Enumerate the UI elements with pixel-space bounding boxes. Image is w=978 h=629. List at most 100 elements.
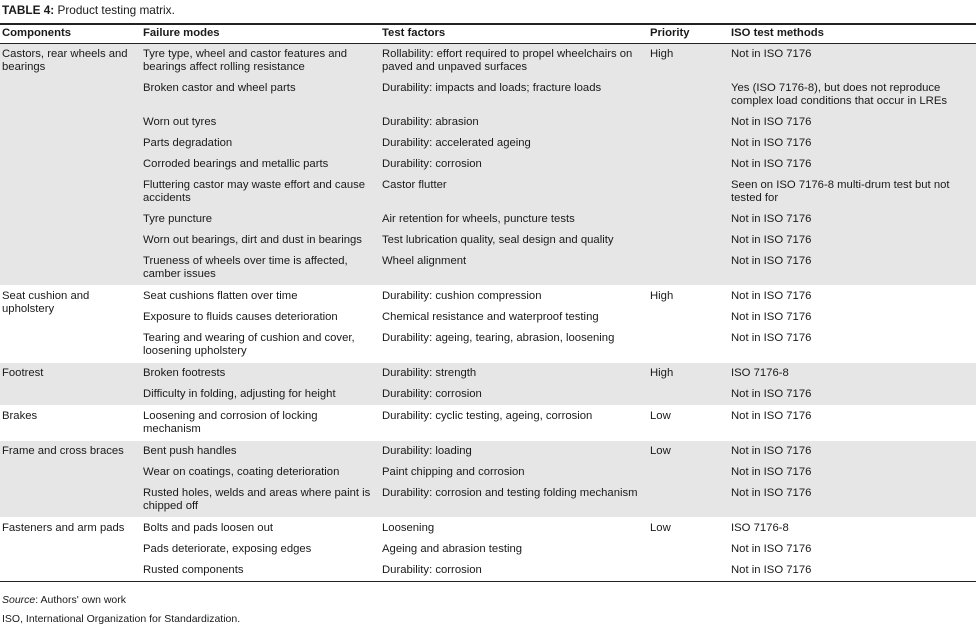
component-cell: Footrest — [2, 367, 44, 379]
test-factor-cell: Durability: accelerated ageing — [382, 137, 531, 149]
component-cell: Castors, rear wheels and bearings — [2, 48, 128, 73]
failure-mode-cell: Worn out bearings, dirt and dust in bear… — [143, 234, 362, 246]
caption-text: Product testing matrix. — [54, 3, 175, 17]
iso-method-cell: Not in ISO 7176 — [731, 543, 812, 555]
test-factor-cell: Paint chipping and corrosion — [382, 466, 525, 478]
priority-cell: High — [650, 290, 674, 302]
test-factor-cell: Durability: strength — [382, 367, 477, 379]
failure-mode-cell: Corroded bearings and metallic parts — [143, 158, 329, 170]
header-components: Components — [0, 24, 141, 44]
iso-method-cell: Not in ISO 7176 — [731, 445, 812, 457]
iso-method-cell: Not in ISO 7176 — [731, 255, 812, 267]
iso-method-cell: Not in ISO 7176 — [731, 466, 812, 478]
component-cell: Fasteners and arm pads — [2, 522, 125, 534]
failure-mode-cell: Tyre puncture — [143, 213, 213, 225]
failure-mode-cell: Parts degradation — [143, 137, 233, 149]
test-factor-cell: Air retention for wheels, puncture tests — [382, 213, 575, 225]
failure-mode-cell: Worn out tyres — [143, 116, 217, 128]
iso-method-cell: Not in ISO 7176 — [731, 234, 812, 246]
iso-method-cell: Not in ISO 7176 — [731, 158, 812, 170]
failure-mode-cell: Tyre type, wheel and castor features and… — [143, 48, 348, 73]
iso-method-cell: Not in ISO 7176 — [731, 311, 812, 323]
header-priority: Priority — [648, 24, 729, 44]
table-caption: TABLE 4: Product testing matrix. — [2, 3, 175, 17]
test-factor-cell: Durability: ageing, tearing, abrasion, l… — [382, 332, 615, 344]
table-row: Corroded bearings and metallic parts Dura… — [0, 154, 976, 175]
component-group: Frame and cross braces Bent push handles D… — [0, 440, 976, 518]
priority-cell: Low — [650, 522, 671, 534]
failure-mode-cell: Trueness of wheels over time is affected… — [143, 255, 348, 280]
header-iso-methods: ISO test methods — [729, 24, 976, 44]
table-row: Pads deteriorate, exposing edges Ageing a… — [0, 539, 976, 560]
table-row: Worn out tyres Durability: abrasion Not in… — [0, 112, 976, 133]
failure-mode-cell: Broken castor and wheel parts — [143, 82, 296, 94]
iso-method-cell: Not in ISO 7176 — [731, 213, 812, 225]
table-row: Worn out bearings, dirt and dust in bear… — [0, 230, 976, 251]
table-row: Fluttering castor may waste effort and c… — [0, 175, 976, 209]
test-factor-cell: Chemical resistance and waterproof testi… — [382, 311, 599, 323]
component-group: Castors, rear wheels and bearings Tyre ty… — [0, 43, 976, 286]
test-factor-cell: Rollability: effort required to propel w… — [382, 48, 633, 73]
iso-method-cell: Not in ISO 7176 — [731, 48, 812, 60]
failure-mode-cell: Fluttering castor may waste effort and c… — [143, 179, 366, 204]
test-factor-cell: Castor flutter — [382, 179, 447, 191]
test-factor-cell: Durability: corrosion — [382, 564, 482, 576]
priority-cell: Low — [650, 445, 671, 457]
test-factor-cell: Durability: corrosion — [382, 388, 482, 400]
source-text: : Authors' own work — [35, 594, 126, 606]
component-cell: Brakes — [2, 410, 38, 422]
iso-method-cell: Not in ISO 7176 — [731, 487, 812, 499]
iso-method-cell: Not in ISO 7176 — [731, 410, 812, 422]
table-row: Difficulty in folding, adjusting for hei… — [0, 384, 976, 406]
table-row: Broken castor and wheel parts Durability:… — [0, 78, 976, 112]
failure-mode-cell: Difficulty in folding, adjusting for hei… — [143, 388, 336, 400]
table-row: Tyre puncture Air retention for wheels, p… — [0, 209, 976, 230]
component-group: Seat cushion and upholstery Seat cushions… — [0, 285, 976, 363]
table-row: Fasteners and arm pads Bolts and pads loo… — [0, 518, 976, 540]
table-row: Rusted holes, welds and areas where pain… — [0, 483, 976, 518]
failure-mode-cell: Tearing and wearing of cushion and cover… — [143, 332, 355, 357]
test-factor-cell: Ageing and abrasion testing — [382, 543, 523, 555]
failure-mode-cell: Loosening and corrosion of locking mecha… — [143, 410, 318, 435]
table-row: Wear on coatings, coating deterioration P… — [0, 462, 976, 483]
test-factor-cell: Durability: corrosion and testing foldin… — [382, 487, 638, 499]
test-factor-cell: Durability: cushion compression — [382, 290, 542, 302]
iso-method-cell: Not in ISO 7176 — [731, 137, 812, 149]
component-cell: Seat cushion and upholstery — [2, 290, 90, 315]
failure-mode-cell: Broken footrests — [143, 367, 226, 379]
table-row: Tearing and wearing of cushion and cover… — [0, 328, 976, 363]
failure-mode-cell: Pads deteriorate, exposing edges — [143, 543, 312, 555]
iso-method-cell: Not in ISO 7176 — [731, 116, 812, 128]
header-test-factors: Test factors — [380, 24, 648, 44]
test-factor-cell: Durability: corrosion — [382, 158, 482, 170]
iso-method-cell: Not in ISO 7176 — [731, 564, 812, 576]
product-testing-table: Components Failure modes Test factors Pr… — [0, 23, 976, 582]
component-group: Brakes Loosening and corrosion of locking… — [0, 405, 976, 441]
test-factor-cell: Durability: impacts and loads; fracture … — [382, 82, 602, 94]
failure-mode-cell: Wear on coatings, coating deterioration — [143, 466, 340, 478]
table-row: Brakes Loosening and corrosion of locking… — [0, 406, 976, 441]
priority-cell: High — [650, 367, 674, 379]
table-row: Exposure to fluids causes deterioration C… — [0, 307, 976, 328]
test-factor-cell: Durability: cyclic testing, ageing, corr… — [382, 410, 593, 422]
table-row: Rusted components Durability: corrosion No… — [0, 560, 976, 582]
header-failure-modes: Failure modes — [141, 24, 380, 44]
table-row: Castors, rear wheels and bearings Tyre ty… — [0, 44, 976, 79]
component-group: Fasteners and arm pads Bolts and pads loo… — [0, 517, 976, 582]
test-factor-cell: Wheel alignment — [382, 255, 467, 267]
failure-mode-cell: Exposure to fluids causes deterioration — [143, 311, 338, 323]
table-row: Trueness of wheels over time is affected… — [0, 251, 976, 286]
iso-method-cell: Not in ISO 7176 — [731, 388, 812, 400]
iso-method-cell: Yes (ISO 7176-8), but does not reproduce… — [731, 82, 948, 107]
iso-method-cell: ISO 7176-8 — [731, 367, 789, 379]
iso-method-cell: Not in ISO 7176 — [731, 290, 812, 302]
component-cell: Frame and cross braces — [2, 445, 124, 457]
failure-mode-cell: Rusted holes, welds and areas where pain… — [143, 487, 371, 512]
failure-mode-cell: Rusted components — [143, 564, 244, 576]
failure-mode-cell: Bolts and pads loosen out — [143, 522, 274, 534]
failure-mode-cell: Bent push handles — [143, 445, 237, 457]
iso-method-cell: Not in ISO 7176 — [731, 332, 812, 344]
test-factor-cell: Durability: abrasion — [382, 116, 479, 128]
table-row: Parts degradation Durability: accelerated… — [0, 133, 976, 154]
abbreviation-note: ISO, International Organization for Stan… — [2, 613, 241, 625]
